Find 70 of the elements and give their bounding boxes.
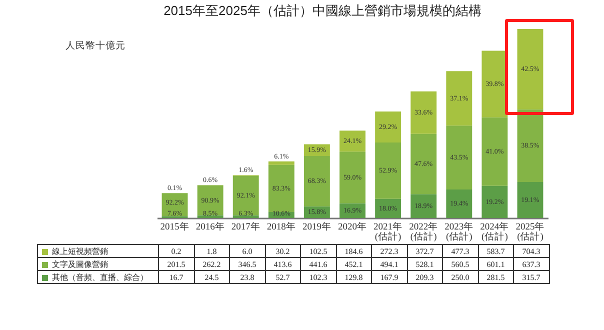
bar (304, 156, 330, 206)
bar (446, 71, 472, 126)
bar (410, 91, 437, 134)
data-label: 1.8 (194, 244, 230, 258)
bar (482, 117, 508, 186)
x-tick-label: 2023年 (估計) (444, 220, 474, 242)
data-label: 30.2 (265, 244, 300, 258)
data-label: 494.1 (372, 258, 407, 270)
data-label: 209.3 (407, 270, 442, 284)
data-label: 477.3 (442, 244, 478, 258)
y-axis-title: 人民幣十億元 (66, 40, 126, 52)
bar (375, 111, 402, 143)
data-label: 0.2 (158, 244, 194, 258)
bar (517, 109, 544, 182)
bar (482, 186, 508, 218)
data-label: 528.1 (407, 258, 442, 270)
data-label: 184.6 (336, 244, 372, 258)
data-label: 372.7 (407, 244, 442, 258)
data-label: 560.5 (442, 258, 478, 270)
legend-label: 其他（音頻、直播、綜合） (38, 270, 158, 284)
bar (340, 130, 366, 152)
legend-label: 線上短視頻營銷 (38, 244, 158, 258)
bar (410, 134, 437, 194)
x-tick-label: 2025年 (估計) (516, 220, 545, 242)
data-label: 346.5 (230, 258, 265, 270)
data-label: 413.6 (265, 258, 300, 270)
data-label: 315.7 (514, 270, 549, 284)
x-tick-label: 2021年 (估計) (374, 220, 403, 242)
bar (517, 182, 544, 218)
data-label: 452.1 (336, 258, 372, 270)
x-tick-label: 2016年 (196, 220, 225, 232)
x-tick-label: 2024年 (估計) (480, 220, 510, 242)
data-label: 102.3 (300, 270, 336, 284)
chart-title: 2015年至2025年（估計）中國線上營銷市場規模的結構 (164, 3, 482, 18)
data-label: 704.3 (514, 244, 549, 258)
data-label: 23.8 (230, 270, 265, 284)
data-label: 16.7 (158, 270, 194, 284)
legend-label: 文字及圖像營銷 (38, 258, 158, 270)
data-label: 601.1 (478, 258, 514, 270)
x-tick-label: 2015年 (160, 220, 190, 232)
bar (517, 29, 544, 110)
x-tick-label: 2017年 (231, 220, 260, 232)
data-label: 250.0 (442, 270, 478, 284)
bar (410, 194, 437, 218)
bar (232, 176, 259, 216)
data-label: 6.0 (230, 244, 265, 258)
data-label: 272.3 (372, 244, 407, 258)
data-label: 281.5 (478, 270, 514, 284)
data-label: 52.7 (265, 270, 300, 284)
x-tick-label: 2020年 (338, 220, 367, 232)
x-tick-label: 2019年 (302, 220, 332, 232)
data-label: 441.6 (300, 258, 336, 270)
bar (268, 164, 294, 212)
bar (340, 152, 366, 204)
bar (446, 126, 472, 190)
bar (268, 161, 294, 165)
data-label: 129.8 (336, 270, 372, 284)
data-label: 262.2 (194, 258, 230, 270)
data-label: 583.7 (478, 244, 514, 258)
data-label: 637.3 (514, 258, 549, 270)
data-label: 201.5 (158, 258, 194, 270)
data-label: 167.9 (372, 270, 407, 284)
x-tick-label: 2018年 (266, 220, 296, 232)
data-label: 102.5 (300, 244, 336, 258)
data-label: 24.5 (194, 270, 230, 284)
bar (446, 189, 472, 218)
bar (375, 142, 402, 199)
bar (197, 215, 224, 218)
bar (197, 185, 224, 216)
x-tick-label: 2022年 (估計) (409, 220, 438, 242)
